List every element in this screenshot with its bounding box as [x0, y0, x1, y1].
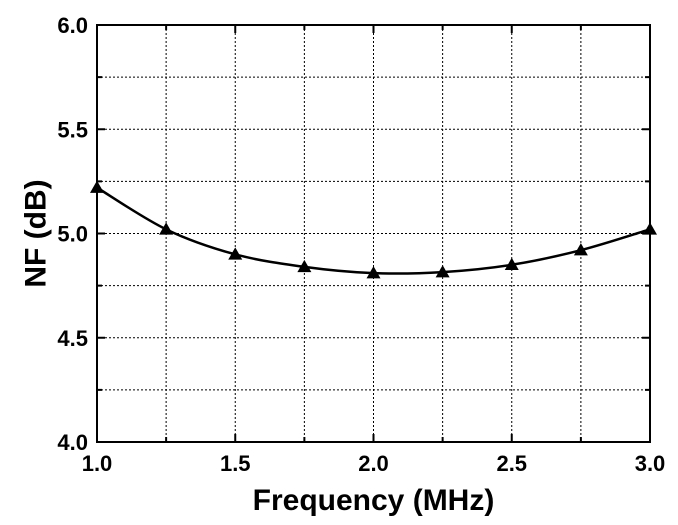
x-tick-label: 1.5 — [220, 451, 251, 476]
y-tick-label: 5.0 — [57, 222, 88, 247]
y-axis-title: NF (dB) — [20, 179, 53, 287]
triangle-marker — [504, 257, 519, 271]
y-tick-label: 6.0 — [57, 13, 88, 38]
x-tick-labels: 1.0 1.5 2.0 2.5 3.0 — [82, 451, 666, 476]
x-tick-label: 3.0 — [635, 451, 666, 476]
x-tick-label: 2.5 — [496, 451, 527, 476]
grid-lines — [97, 25, 650, 442]
triangle-marker — [159, 222, 174, 235]
triangle-marker — [366, 266, 381, 279]
axis-ticks — [96, 24, 651, 443]
y-tick-labels: 4.0 4.5 5.0 5.5 6.0 — [57, 13, 88, 455]
x-tick-label: 2.0 — [358, 451, 389, 476]
x-axis-title: Frequency (MHz) — [253, 484, 495, 517]
triangle-marker — [435, 265, 450, 278]
y-tick-label: 4.0 — [57, 430, 88, 455]
triangle-marker — [228, 247, 243, 260]
y-tick-label: 4.5 — [57, 326, 88, 351]
x-tick-label: 1.0 — [82, 451, 113, 476]
triangle-marker — [573, 243, 588, 256]
y-tick-label: 5.5 — [57, 117, 88, 142]
triangle-marker — [297, 259, 312, 273]
